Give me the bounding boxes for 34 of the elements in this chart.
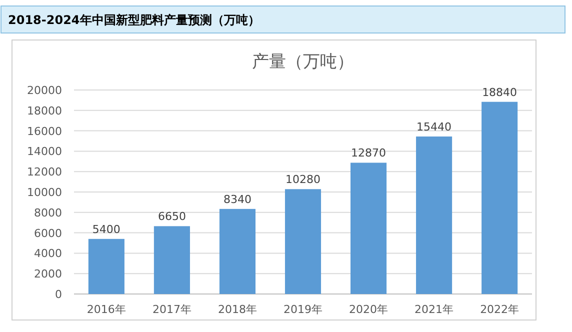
x-tick-label: 2016年 <box>86 303 126 316</box>
bar <box>284 189 322 294</box>
x-tick-label: 2018年 <box>218 303 257 316</box>
chart-title: 2018-2024年中国新型肥料产量预测（万吨） <box>8 13 260 27</box>
bar <box>482 102 518 294</box>
data-label: 6650 <box>158 210 186 224</box>
bar <box>154 226 190 294</box>
bar <box>350 162 387 294</box>
y-tick-label: 2000 <box>34 268 62 281</box>
y-tick-label: 6000 <box>34 226 62 240</box>
x-tick-label: 2017年 <box>152 303 192 316</box>
y-tick-label: 10000 <box>27 186 62 199</box>
x-tick-label: 2020年 <box>349 303 388 316</box>
y-tick-label: 4000 <box>34 247 62 260</box>
bar <box>416 136 452 294</box>
data-label: 5400 <box>92 222 120 236</box>
data-label: 18840 <box>482 86 518 99</box>
y-tick-label: 0 <box>55 288 62 301</box>
y-tick-label: 16000 <box>27 124 62 138</box>
data-label: 12870 <box>351 146 386 160</box>
y-tick-label: 12000 <box>27 166 62 179</box>
chart-subtitle: 产量（万吨） <box>252 52 354 72</box>
x-tick-label: 2021年 <box>414 303 454 316</box>
data-label: 10280 <box>286 173 320 186</box>
x-tick-label: 2019年 <box>284 303 322 316</box>
y-tick-label: 20000 <box>27 84 62 97</box>
y-tick-label: 18000 <box>27 104 62 118</box>
x-tick-label: 2022年 <box>480 303 520 316</box>
data-label: 8340 <box>223 192 252 206</box>
y-tick-label: 14000 <box>27 145 62 158</box>
data-label: 15440 <box>416 120 452 134</box>
y-tick-label: 8000 <box>34 206 62 220</box>
bar <box>219 208 256 294</box>
bar <box>88 238 124 294</box>
